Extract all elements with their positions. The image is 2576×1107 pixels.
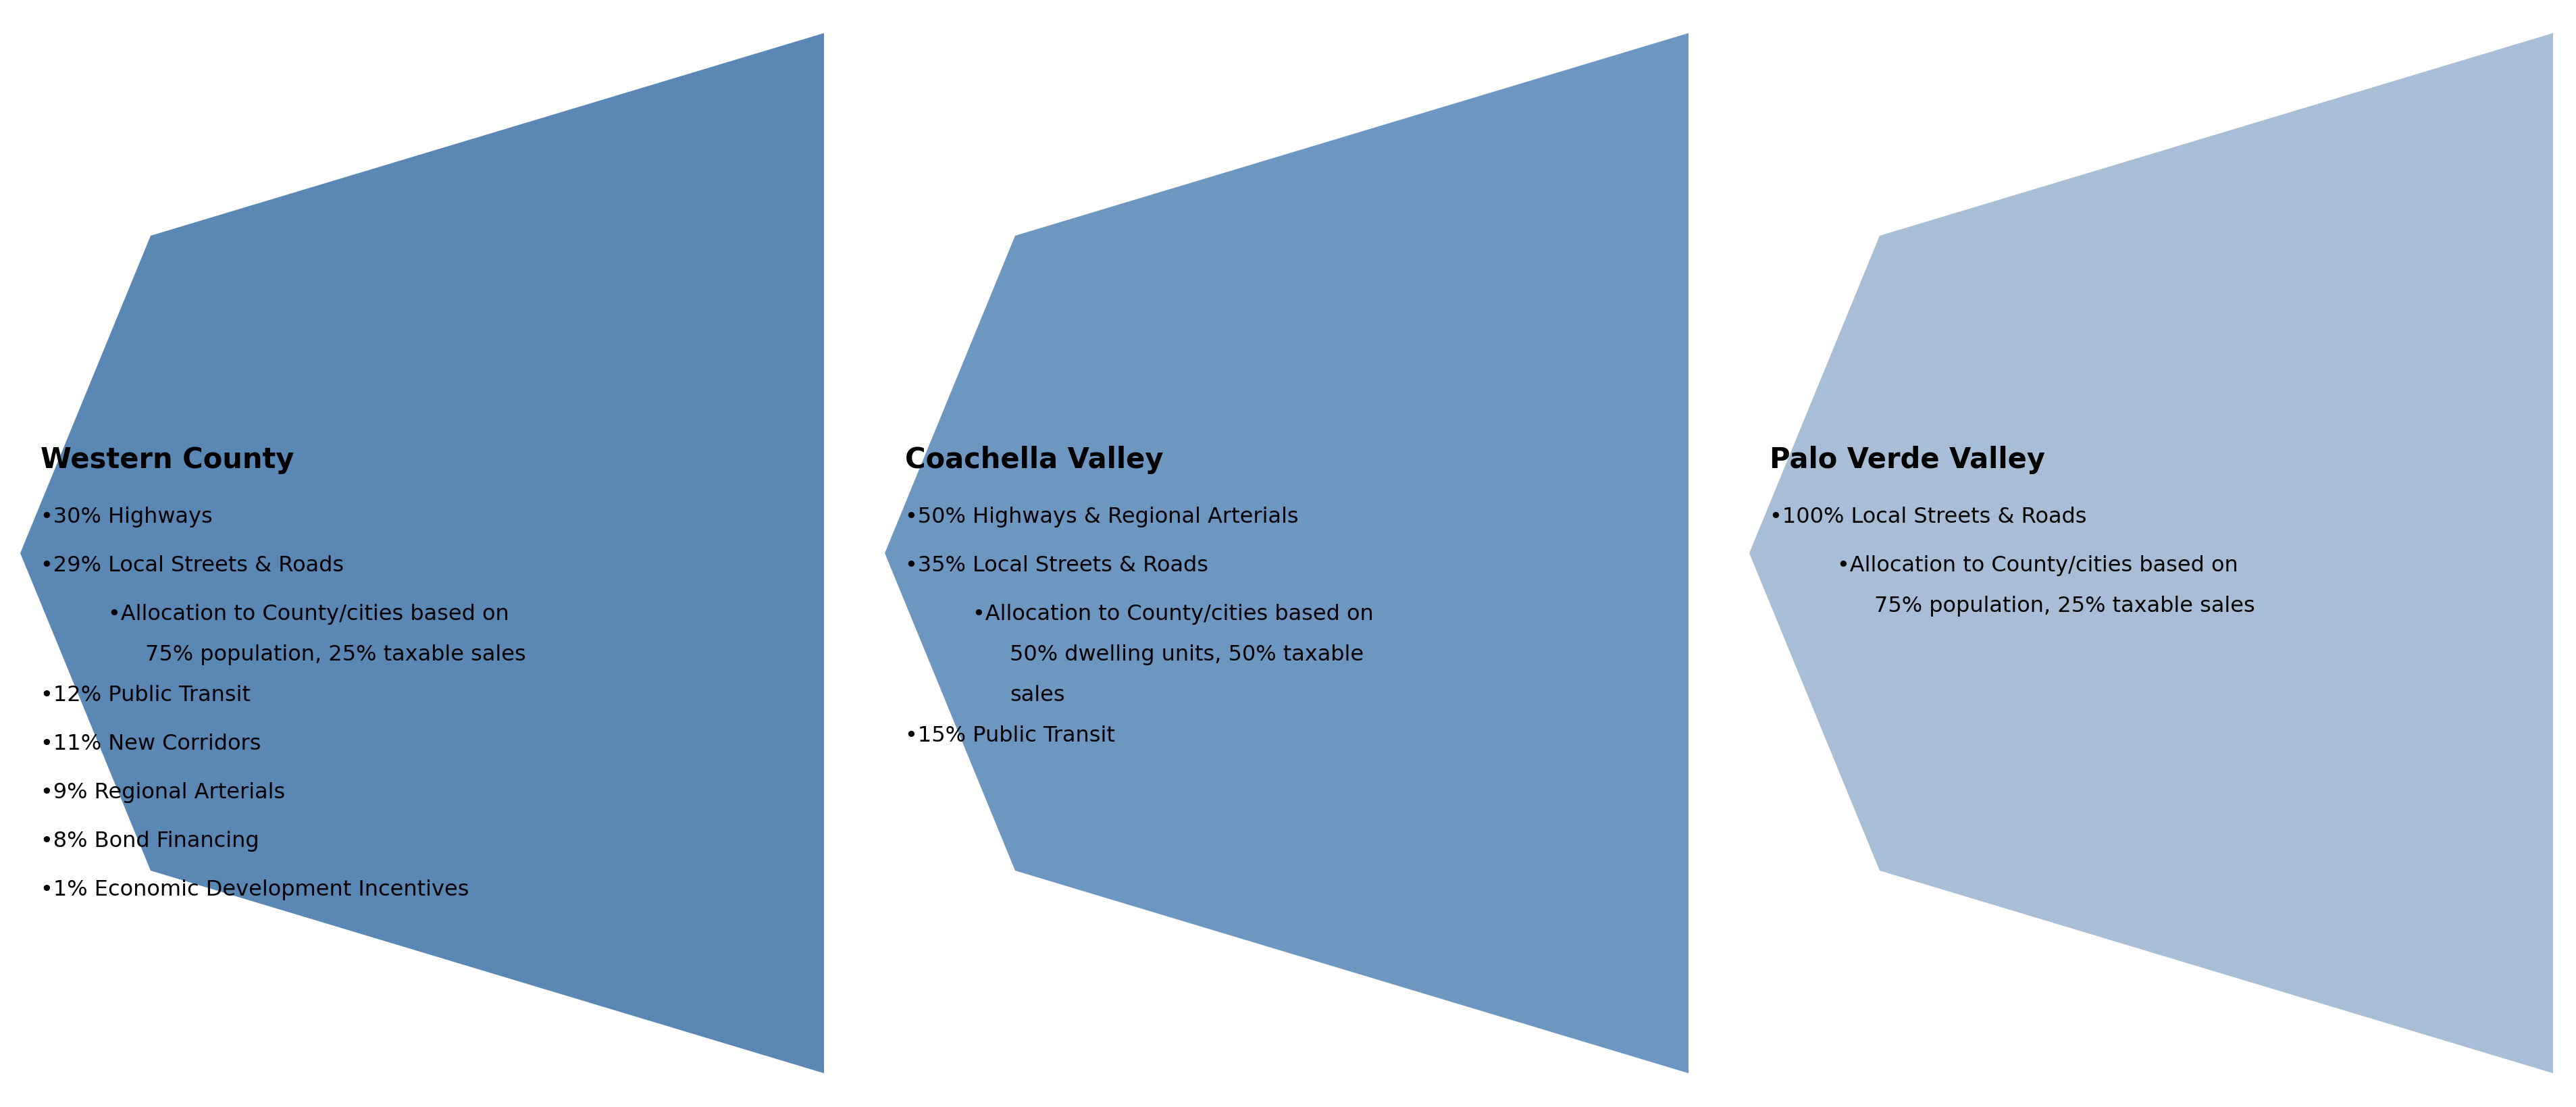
Text: •50% Highways & Regional Arterials: •50% Highways & Regional Arterials [904,506,1298,527]
Polygon shape [884,33,1687,1074]
Text: •8% Bond Financing: •8% Bond Financing [41,830,260,851]
Text: •Allocation to County/cities based on: •Allocation to County/cities based on [108,603,510,624]
Text: •30% Highways: •30% Highways [41,506,214,527]
Text: •Allocation to County/cities based on: •Allocation to County/cities based on [974,603,1373,624]
Text: •11% New Corridors: •11% New Corridors [41,733,260,754]
Text: •15% Public Transit: •15% Public Transit [904,725,1115,746]
Text: •29% Local Streets & Roads: •29% Local Streets & Roads [41,555,343,576]
Text: •9% Regional Arterials: •9% Regional Arterials [41,782,286,803]
Text: Western County: Western County [41,445,294,474]
Text: •12% Public Transit: •12% Public Transit [41,684,250,705]
Text: •1% Economic Development Incentives: •1% Economic Development Incentives [41,879,469,900]
Text: 75% population, 25% taxable sales: 75% population, 25% taxable sales [1875,596,2254,617]
Text: 50% dwelling units, 50% taxable: 50% dwelling units, 50% taxable [1010,644,1363,665]
Text: •Allocation to County/cities based on: •Allocation to County/cities based on [1837,555,2239,576]
Text: Coachella Valley: Coachella Valley [904,445,1164,474]
Text: •100% Local Streets & Roads: •100% Local Streets & Roads [1770,506,2087,527]
Text: •35% Local Streets & Roads: •35% Local Streets & Roads [904,555,1208,576]
Polygon shape [21,33,824,1074]
Text: Palo Verde Valley: Palo Verde Valley [1770,445,2045,474]
Text: 75% population, 25% taxable sales: 75% population, 25% taxable sales [144,644,526,665]
Text: sales: sales [1010,684,1064,705]
Polygon shape [1749,33,2553,1074]
